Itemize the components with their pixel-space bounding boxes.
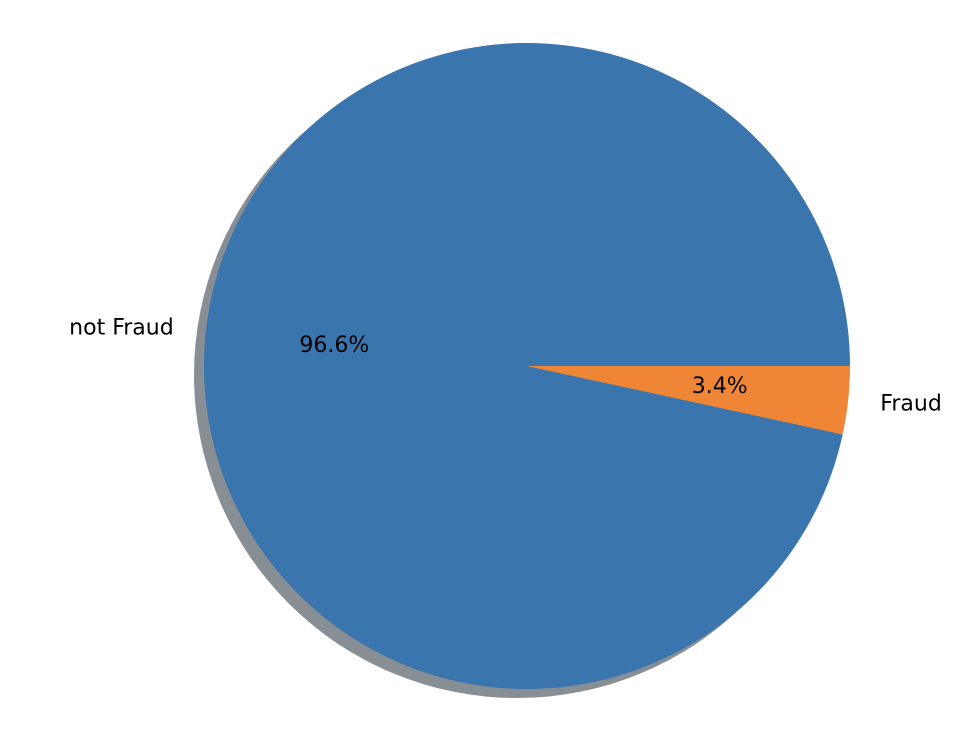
pie-category-label-not-fraud: not Fraud [69, 316, 174, 341]
pie-slice-fraud [527, 366, 850, 435]
pie-slices [204, 43, 850, 690]
pie-slice-not-fraud [204, 43, 850, 690]
pie-pct-label-fraud: 3.4% [692, 374, 748, 399]
pie-pct-label-not-fraud: 96.6% [299, 333, 369, 358]
pie-labels: 96.6% not Fraud 3.4% Fraud [69, 316, 942, 417]
pie-category-label-fraud: Fraud [880, 391, 942, 416]
